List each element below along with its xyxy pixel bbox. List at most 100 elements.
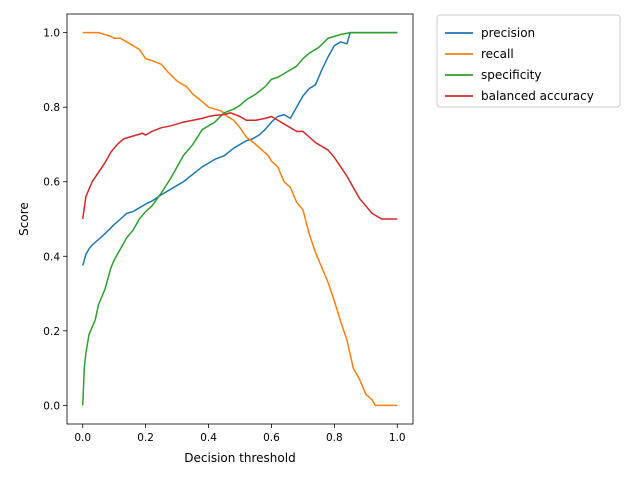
data-point (151, 205, 152, 206)
data-point (183, 121, 184, 122)
data-point (277, 77, 278, 78)
data-point (340, 321, 341, 322)
data-point (186, 86, 187, 87)
x-tick-label: 0.4 (200, 432, 217, 444)
data-point (230, 112, 231, 113)
data-point (145, 58, 146, 59)
data-point (302, 95, 303, 96)
data-point (359, 379, 360, 380)
legend-label: balanced accuracy (481, 89, 594, 103)
data-point (145, 203, 146, 204)
data-point (84, 367, 85, 368)
data-point (192, 144, 193, 145)
data-point (296, 106, 297, 107)
data-point (151, 131, 152, 132)
x-tick-label: 0.0 (74, 432, 91, 444)
legend-label: recall (481, 47, 514, 61)
data-point (286, 71, 287, 72)
data-point (132, 229, 133, 230)
data-point (327, 38, 328, 39)
data-point (255, 120, 256, 121)
data-point (290, 118, 291, 119)
y-tick-label: 0.4 (43, 251, 60, 263)
data-point (85, 254, 86, 255)
data-point (145, 134, 146, 135)
data-point (371, 399, 372, 400)
data-point (113, 224, 114, 225)
data-point (334, 45, 335, 46)
data-point (113, 38, 114, 39)
data-point (151, 200, 152, 201)
data-point (381, 218, 382, 219)
data-point (290, 127, 291, 128)
data-point (246, 136, 247, 137)
series-balanced-accuracy (81, 112, 398, 220)
data-point (353, 367, 354, 368)
series-line (82, 31, 398, 266)
data-point (176, 123, 177, 124)
data-point (224, 112, 225, 113)
data-point (95, 319, 96, 320)
data-point (214, 115, 215, 116)
data-point (371, 213, 372, 214)
data-point (268, 155, 269, 156)
data-point (139, 218, 140, 219)
data-point (192, 174, 193, 175)
data-point (208, 162, 209, 163)
data-point (309, 88, 310, 89)
y-axis-ticks: 0.0 0.2 0.4 0.6 0.8 1.0 (43, 28, 67, 412)
data-point (224, 114, 225, 115)
legend-item: balanced accuracy (445, 89, 594, 103)
data-point (233, 108, 234, 109)
data-point (334, 300, 335, 301)
series-recall (82, 31, 398, 407)
y-tick-label: 1.0 (43, 28, 60, 40)
x-axis-ticks: 0.0 0.2 0.4 0.6 0.8 1.0 (74, 424, 406, 444)
data-point (296, 131, 297, 132)
data-point (255, 93, 256, 94)
y-tick-label: 0.6 (43, 177, 60, 189)
data-point (214, 159, 215, 160)
data-point (264, 129, 265, 130)
data-point (283, 114, 284, 115)
data-point (192, 120, 193, 121)
data-point (239, 144, 240, 145)
data-point (104, 289, 105, 290)
data-point (349, 32, 350, 33)
legend: precision recall specificity balanced accur… (436, 14, 621, 108)
data-point (309, 233, 310, 234)
data-point (139, 207, 140, 208)
data-point (82, 405, 83, 406)
x-tick-label: 0.6 (263, 432, 280, 444)
data-point (202, 166, 203, 167)
legend-item: precision (445, 26, 535, 40)
data-point (220, 110, 221, 111)
data-point (104, 34, 105, 35)
data-point (88, 248, 89, 249)
data-point (397, 405, 398, 406)
data-point (246, 99, 247, 100)
data-point (132, 211, 133, 212)
data-point (98, 239, 99, 240)
series-specificity (81, 31, 398, 406)
data-point (224, 155, 225, 156)
data-point (302, 58, 303, 59)
data-point (101, 297, 102, 298)
data-point (302, 209, 303, 210)
axes-frame (66, 13, 414, 425)
data-point (126, 237, 127, 238)
data-point (113, 259, 114, 260)
data-point (264, 86, 265, 87)
x-tick-label: 1.0 (389, 432, 406, 444)
data-point (227, 116, 228, 117)
data-point (170, 125, 171, 126)
legend-box (436, 14, 621, 108)
data-point (334, 157, 335, 158)
data-point (123, 138, 124, 139)
data-point (340, 166, 341, 167)
legend-label: specificity (481, 68, 541, 82)
data-point (85, 352, 86, 353)
data-point (315, 252, 316, 253)
data-point (202, 118, 203, 119)
